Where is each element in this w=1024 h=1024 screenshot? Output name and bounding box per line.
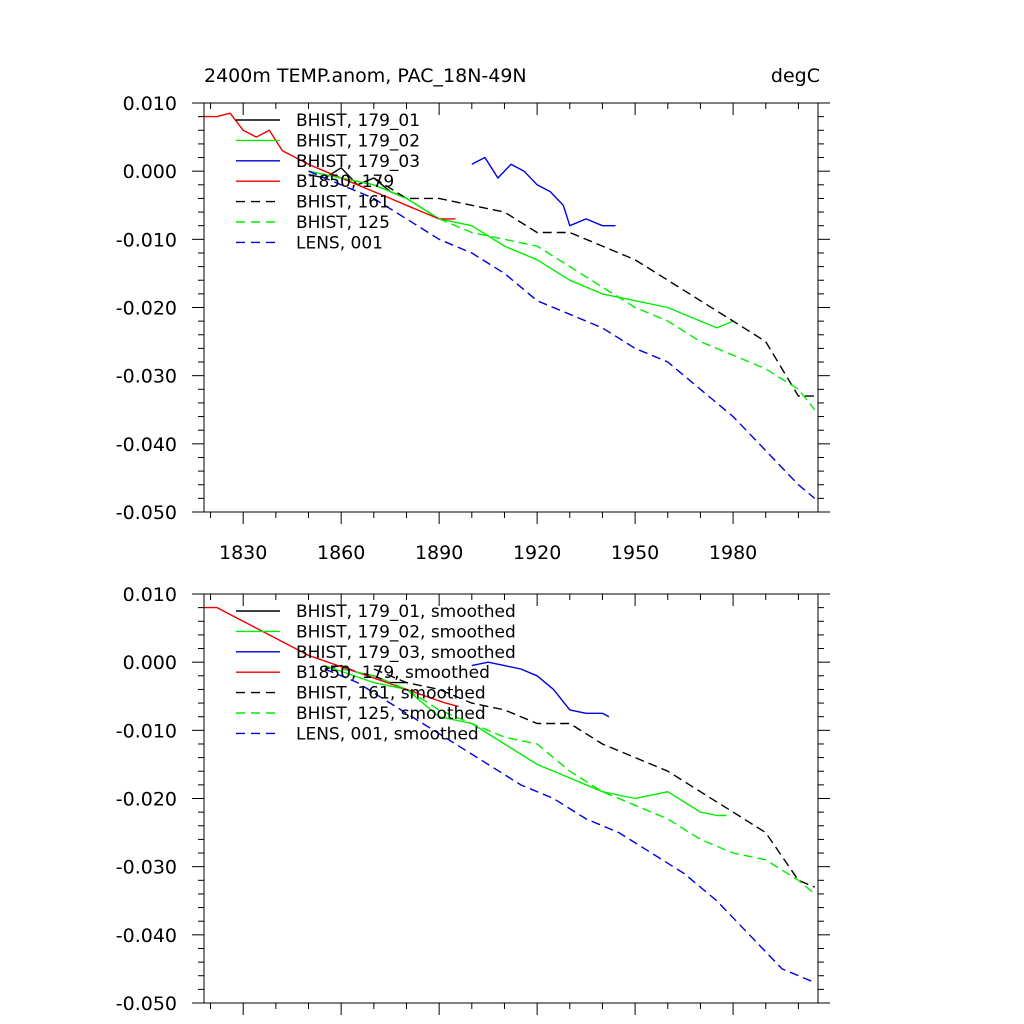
legend-label: BHIST, 179_01 — [296, 111, 420, 131]
y-tick-label: -0.020 — [116, 789, 177, 811]
y-tick-label: -0.040 — [116, 925, 177, 947]
legend-label: BHIST, 179_03, smoothed — [296, 643, 516, 663]
legend-label: BHIST, 179_03 — [296, 152, 420, 172]
series-line-lens-001 — [308, 170, 816, 499]
plot-frame — [203, 102, 819, 513]
y-tick-label: -0.010 — [116, 229, 177, 251]
legend-label: LENS, 001, smoothed — [296, 724, 479, 744]
y-tick-label: 0.010 — [123, 93, 177, 115]
legend-label: BHIST, 125 — [296, 213, 390, 233]
bottom-panel: 0.010 0.000 -0.010 -0.020 -0.030 -0.040 -0.050… — [116, 584, 830, 1015]
y-tick-label: -0.050 — [116, 502, 177, 524]
series-line-lens-001-smoothed — [324, 668, 815, 984]
series-line-bhist-125-smoothed — [341, 668, 816, 895]
x-tick-label: 1890 — [415, 542, 463, 564]
axis-ticks — [192, 593, 830, 1015]
legend-label: BHIST, 161, smoothed — [296, 684, 486, 704]
series-line-b1850-179-smoothed — [204, 606, 459, 708]
x-tick-label: 1980 — [709, 542, 757, 564]
legend-label: LENS, 001 — [296, 233, 383, 253]
legend-label: BHIST, 179_02 — [296, 131, 420, 151]
x-tick-label: 1950 — [611, 542, 659, 564]
series-line-bhist-179-03 — [471, 156, 616, 227]
x-tick-label: 1830 — [219, 542, 267, 564]
units-label: degC — [771, 65, 820, 87]
series-line-bhist-179-03-smoothed — [471, 661, 610, 718]
series-line-bhist-161 — [373, 177, 815, 397]
series-line-b1850-179 — [204, 112, 456, 220]
legend-label: B1850, 179 — [296, 172, 394, 192]
x-tick-label: 1860 — [317, 542, 365, 564]
y-tick-label: -0.040 — [116, 434, 177, 456]
series-line-bhist-125 — [308, 170, 816, 411]
legend-label: BHIST, 125, smoothed — [296, 704, 486, 724]
legend-label: BHIST, 161 — [296, 193, 390, 213]
series-lines — [204, 606, 816, 984]
y-tick-label: -0.030 — [116, 366, 177, 388]
legend-label: BHIST, 179_01, smoothed — [296, 602, 516, 622]
y-tick-label: -0.010 — [116, 720, 177, 742]
legend-label: BHIST, 179_02, smoothed — [296, 622, 516, 642]
series-line-bhist-179-02-smoothed — [324, 664, 727, 817]
y-tick-label: 0.000 — [123, 652, 177, 674]
y-tick-label: 0.000 — [123, 161, 177, 183]
series-lines — [204, 112, 816, 499]
plot-frame — [203, 593, 819, 1004]
legend-label: B1850, 179, smoothed — [296, 663, 490, 683]
y-tick-label: 0.010 — [123, 584, 177, 606]
top-panel: 2400m TEMP.anom, PAC_18N-49N degC 1830 18… — [116, 65, 830, 564]
x-tick-label: 1920 — [513, 542, 561, 564]
series-line-bhist-161-smoothed — [373, 668, 815, 888]
y-tick-label: -0.020 — [116, 298, 177, 320]
chart-title: 2400m TEMP.anom, PAC_18N-49N — [204, 65, 527, 87]
y-tick-label: -0.050 — [116, 993, 177, 1015]
axis-tick-labels: 0.010 0.000 -0.010 -0.020 -0.030 -0.040 -0.050 — [116, 584, 177, 1015]
y-tick-label: -0.030 — [116, 857, 177, 879]
axis-ticks — [192, 102, 830, 524]
axis-tick-labels: 1830 1860 1890 1920 1950 1980 0.010 0.000 -0.010… — [116, 93, 758, 564]
